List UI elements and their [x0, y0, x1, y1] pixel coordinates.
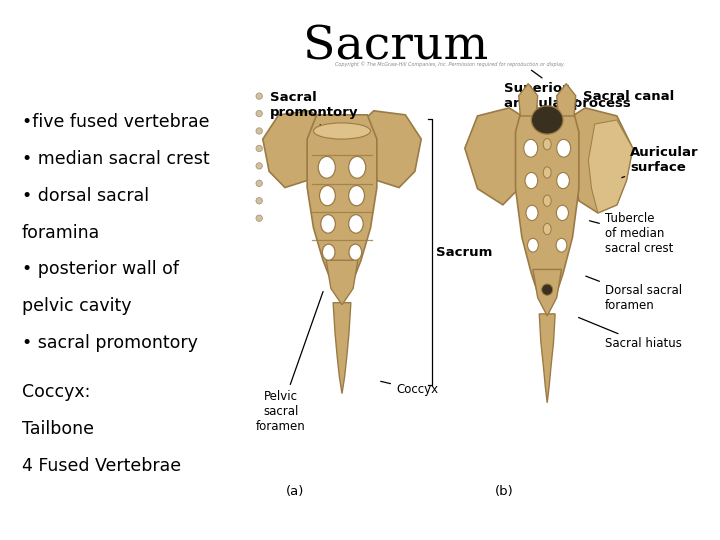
Text: Sacral canal: Sacral canal [568, 90, 675, 103]
Circle shape [318, 157, 336, 178]
Ellipse shape [256, 93, 262, 99]
Text: (b): (b) [495, 485, 513, 498]
Polygon shape [539, 314, 555, 403]
Polygon shape [333, 302, 351, 394]
Text: foramina: foramina [22, 224, 100, 241]
Circle shape [556, 238, 567, 252]
Circle shape [348, 214, 363, 233]
Text: Superior
articular process: Superior articular process [504, 70, 631, 110]
Polygon shape [516, 108, 579, 314]
Text: •five fused vertebrae: •five fused vertebrae [22, 113, 209, 131]
Polygon shape [263, 111, 323, 187]
Circle shape [557, 205, 568, 220]
Text: Copyright © The McGraw-Hill Companies, Inc. Permission required for reproduction: Copyright © The McGraw-Hill Companies, I… [335, 62, 565, 68]
Text: • median sacral crest: • median sacral crest [22, 150, 210, 168]
Circle shape [525, 172, 538, 188]
Text: Auricular
surface: Auricular surface [622, 146, 698, 178]
Ellipse shape [256, 145, 262, 152]
Text: Sacrum: Sacrum [436, 246, 492, 259]
Text: • sacral promontory: • sacral promontory [22, 334, 197, 352]
Text: 4 Fused Vertebrae: 4 Fused Vertebrae [22, 457, 181, 475]
Circle shape [320, 186, 336, 206]
Text: Sacral
promontory: Sacral promontory [270, 91, 359, 135]
Text: • dorsal sacral: • dorsal sacral [22, 187, 149, 205]
Circle shape [348, 186, 364, 206]
Ellipse shape [531, 106, 563, 134]
Text: (a): (a) [286, 485, 305, 498]
Circle shape [557, 172, 570, 188]
Polygon shape [361, 111, 421, 187]
Ellipse shape [256, 163, 262, 169]
Text: pelvic cavity: pelvic cavity [22, 297, 131, 315]
Circle shape [523, 139, 538, 157]
Polygon shape [326, 260, 358, 305]
Ellipse shape [544, 139, 552, 150]
Circle shape [526, 205, 538, 220]
Polygon shape [307, 115, 377, 301]
Text: Tailbone: Tailbone [22, 420, 94, 438]
Polygon shape [465, 108, 528, 205]
Circle shape [323, 244, 335, 260]
Ellipse shape [256, 128, 262, 134]
Text: • posterior wall of: • posterior wall of [22, 260, 179, 278]
Text: Coccyx: Coccyx [381, 381, 438, 396]
Ellipse shape [541, 284, 553, 295]
Ellipse shape [256, 180, 262, 186]
Text: Sacral hiatus: Sacral hiatus [579, 318, 682, 350]
Circle shape [348, 157, 366, 178]
Polygon shape [588, 120, 633, 213]
Ellipse shape [544, 167, 552, 178]
Polygon shape [557, 84, 576, 116]
Polygon shape [533, 269, 562, 316]
Text: Tubercle
of median
sacral crest: Tubercle of median sacral crest [590, 212, 673, 255]
Text: Dorsal sacral
foramen: Dorsal sacral foramen [586, 276, 682, 312]
Circle shape [557, 139, 571, 157]
Ellipse shape [256, 198, 262, 204]
Circle shape [349, 244, 361, 260]
Ellipse shape [313, 123, 371, 139]
Text: Coccyx:: Coccyx: [22, 383, 90, 401]
Ellipse shape [256, 110, 262, 117]
Ellipse shape [544, 224, 552, 235]
Polygon shape [566, 108, 633, 213]
Text: Sacrum: Sacrum [303, 24, 489, 70]
Ellipse shape [544, 195, 552, 206]
Circle shape [321, 214, 336, 233]
Circle shape [528, 238, 539, 252]
Ellipse shape [256, 215, 262, 221]
Text: Pelvic
sacral
foramen: Pelvic sacral foramen [256, 292, 323, 433]
Polygon shape [518, 84, 538, 116]
